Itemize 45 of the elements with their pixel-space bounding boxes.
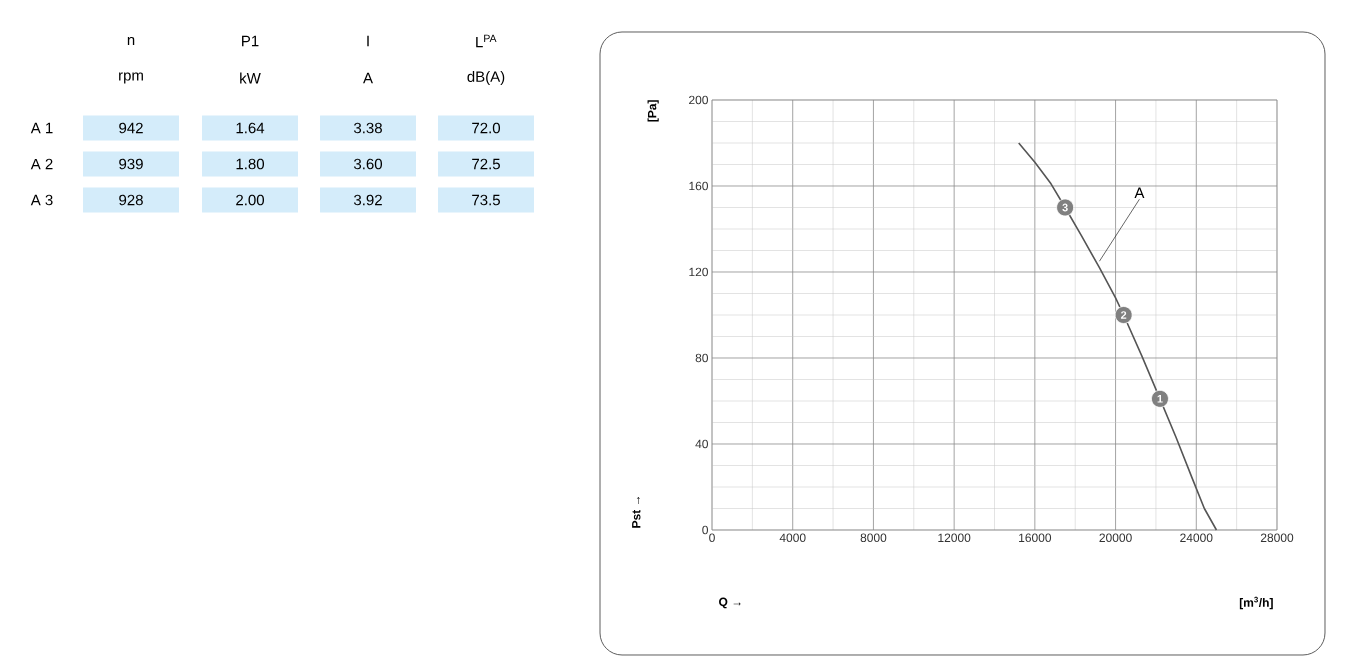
x-tick-label: 12000 bbox=[938, 533, 971, 543]
y-tick-label: 120 bbox=[689, 267, 708, 277]
data-label: 1.80 bbox=[236, 158, 265, 170]
y-axis-title: Pst → bbox=[632, 496, 641, 528]
data-label: 3.38 bbox=[353, 122, 382, 134]
x-tick-label: P1 bbox=[242, 35, 259, 47]
data-label: 3.60 bbox=[353, 158, 383, 170]
y-tick-label: 40 bbox=[695, 439, 709, 449]
x-tick-label: 28000 bbox=[1260, 533, 1294, 543]
y-tick-label: 80 bbox=[695, 353, 709, 363]
y-tick-label: 0 bbox=[702, 525, 709, 535]
data-label: 939 bbox=[119, 158, 143, 170]
x-tick-label: L$^{PA}$ bbox=[476, 34, 497, 48]
text: A bbox=[363, 72, 373, 84]
x-tick-label: 16000 bbox=[1019, 533, 1052, 543]
x-tick-label: I bbox=[367, 35, 369, 47]
y-tick-label: 160 bbox=[689, 181, 708, 191]
annotation: 1 bbox=[1157, 395, 1163, 403]
y-tick-label: A 1 bbox=[30, 122, 53, 134]
text: dB(A) bbox=[467, 71, 505, 85]
data-label: 928 bbox=[119, 194, 143, 206]
x-tick-label: 8000 bbox=[860, 533, 887, 543]
annotation: 3 bbox=[1062, 203, 1068, 212]
x-axis-title: Q → bbox=[719, 597, 741, 609]
data-label: 1.64 bbox=[236, 122, 265, 134]
x-tick-label: 24000 bbox=[1180, 533, 1213, 543]
data-label: 3.92 bbox=[353, 194, 382, 206]
data-label: 72.5 bbox=[472, 158, 500, 170]
data-label: 72.0 bbox=[472, 122, 501, 134]
text: kW bbox=[240, 72, 261, 84]
line-series bbox=[1017, 142, 1218, 531]
text: [Pa] bbox=[647, 100, 659, 122]
y-tick-label: 200 bbox=[689, 95, 708, 105]
y-tick-label: A 2 bbox=[30, 158, 53, 170]
text: rpm bbox=[119, 72, 143, 84]
data-label: 942 bbox=[119, 122, 143, 134]
x-tick-label: 4000 bbox=[779, 533, 806, 543]
y-tick-label: A 3 bbox=[30, 194, 53, 206]
text: [m$^{3}$/h] bbox=[1239, 596, 1273, 610]
data-label: 73.5 bbox=[472, 194, 500, 206]
data-label: 2.00 bbox=[236, 194, 265, 206]
annotation: A bbox=[1134, 187, 1145, 198]
x-tick-label: n bbox=[127, 36, 135, 46]
x-tick-label: 20000 bbox=[1099, 533, 1132, 543]
annotation: 2 bbox=[1120, 311, 1127, 319]
